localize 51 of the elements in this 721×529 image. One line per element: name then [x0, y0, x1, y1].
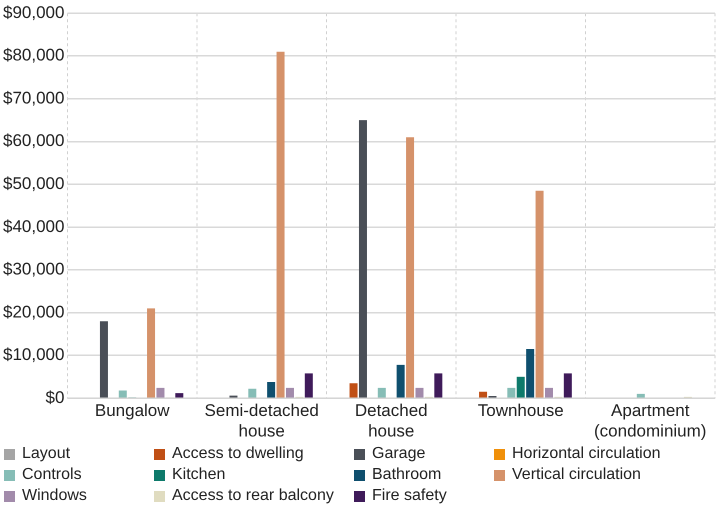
- y-tick-label: $20,000: [3, 302, 64, 322]
- bar: [406, 137, 414, 398]
- bar: [526, 349, 534, 398]
- bar: [350, 383, 358, 398]
- bar: [100, 321, 108, 398]
- bar: [378, 388, 386, 398]
- legend-label: Kitchen: [171, 466, 226, 484]
- legend-label: Access to dwelling: [171, 445, 305, 463]
- bar: [544, 388, 553, 398]
- bar: [276, 52, 285, 398]
- legend-label: Access to rear balcony: [171, 487, 335, 505]
- legend-label: Fire safety: [371, 487, 448, 505]
- x-tick-label: Detached house: [354, 401, 428, 440]
- bar: [118, 390, 127, 398]
- bar: [267, 382, 276, 398]
- bar: [415, 388, 424, 398]
- legend-label: Horizontal circulation: [511, 445, 662, 463]
- legend-label: Bathroom: [371, 466, 442, 484]
- y-tick-label: $50,000: [3, 174, 64, 193]
- y-tick-label: $60,000: [3, 131, 64, 150]
- x-tick-label: Townhouse: [478, 401, 564, 420]
- bar: [248, 388, 256, 398]
- bar: [175, 393, 184, 398]
- y-tick-label: $90,000: [3, 2, 64, 22]
- bar: [396, 364, 405, 398]
- bar: [507, 388, 516, 398]
- y-tick-label: $80,000: [3, 46, 64, 65]
- x-tick-label: Apartment (condominium): [594, 401, 706, 440]
- legend-label: Garage: [371, 445, 426, 463]
- legend-label: Windows: [21, 487, 88, 505]
- bar: [636, 394, 645, 398]
- legend-label: Controls: [21, 466, 83, 484]
- bar: [536, 190, 544, 398]
- y-tick-label: $10,000: [3, 345, 64, 364]
- y-tick-label: $0: [46, 388, 64, 407]
- y-tick-label: $30,000: [3, 260, 64, 279]
- legend-label: Vertical circulation: [511, 466, 642, 484]
- bar: [147, 308, 156, 398]
- bar: [434, 373, 442, 398]
- y-tick-label: $70,000: [3, 88, 64, 108]
- y-tick-label: $40,000: [3, 216, 64, 236]
- bar: [156, 388, 164, 398]
- bar: [564, 373, 572, 398]
- bar: [479, 392, 488, 398]
- bar: [286, 388, 294, 398]
- legend-label: Layout: [21, 445, 72, 463]
- bar: [516, 376, 525, 398]
- bar: [358, 120, 367, 398]
- x-tick-label: Semi-detached house: [204, 401, 319, 440]
- x-tick-label: Bungalow: [94, 401, 170, 420]
- bar: [304, 373, 313, 398]
